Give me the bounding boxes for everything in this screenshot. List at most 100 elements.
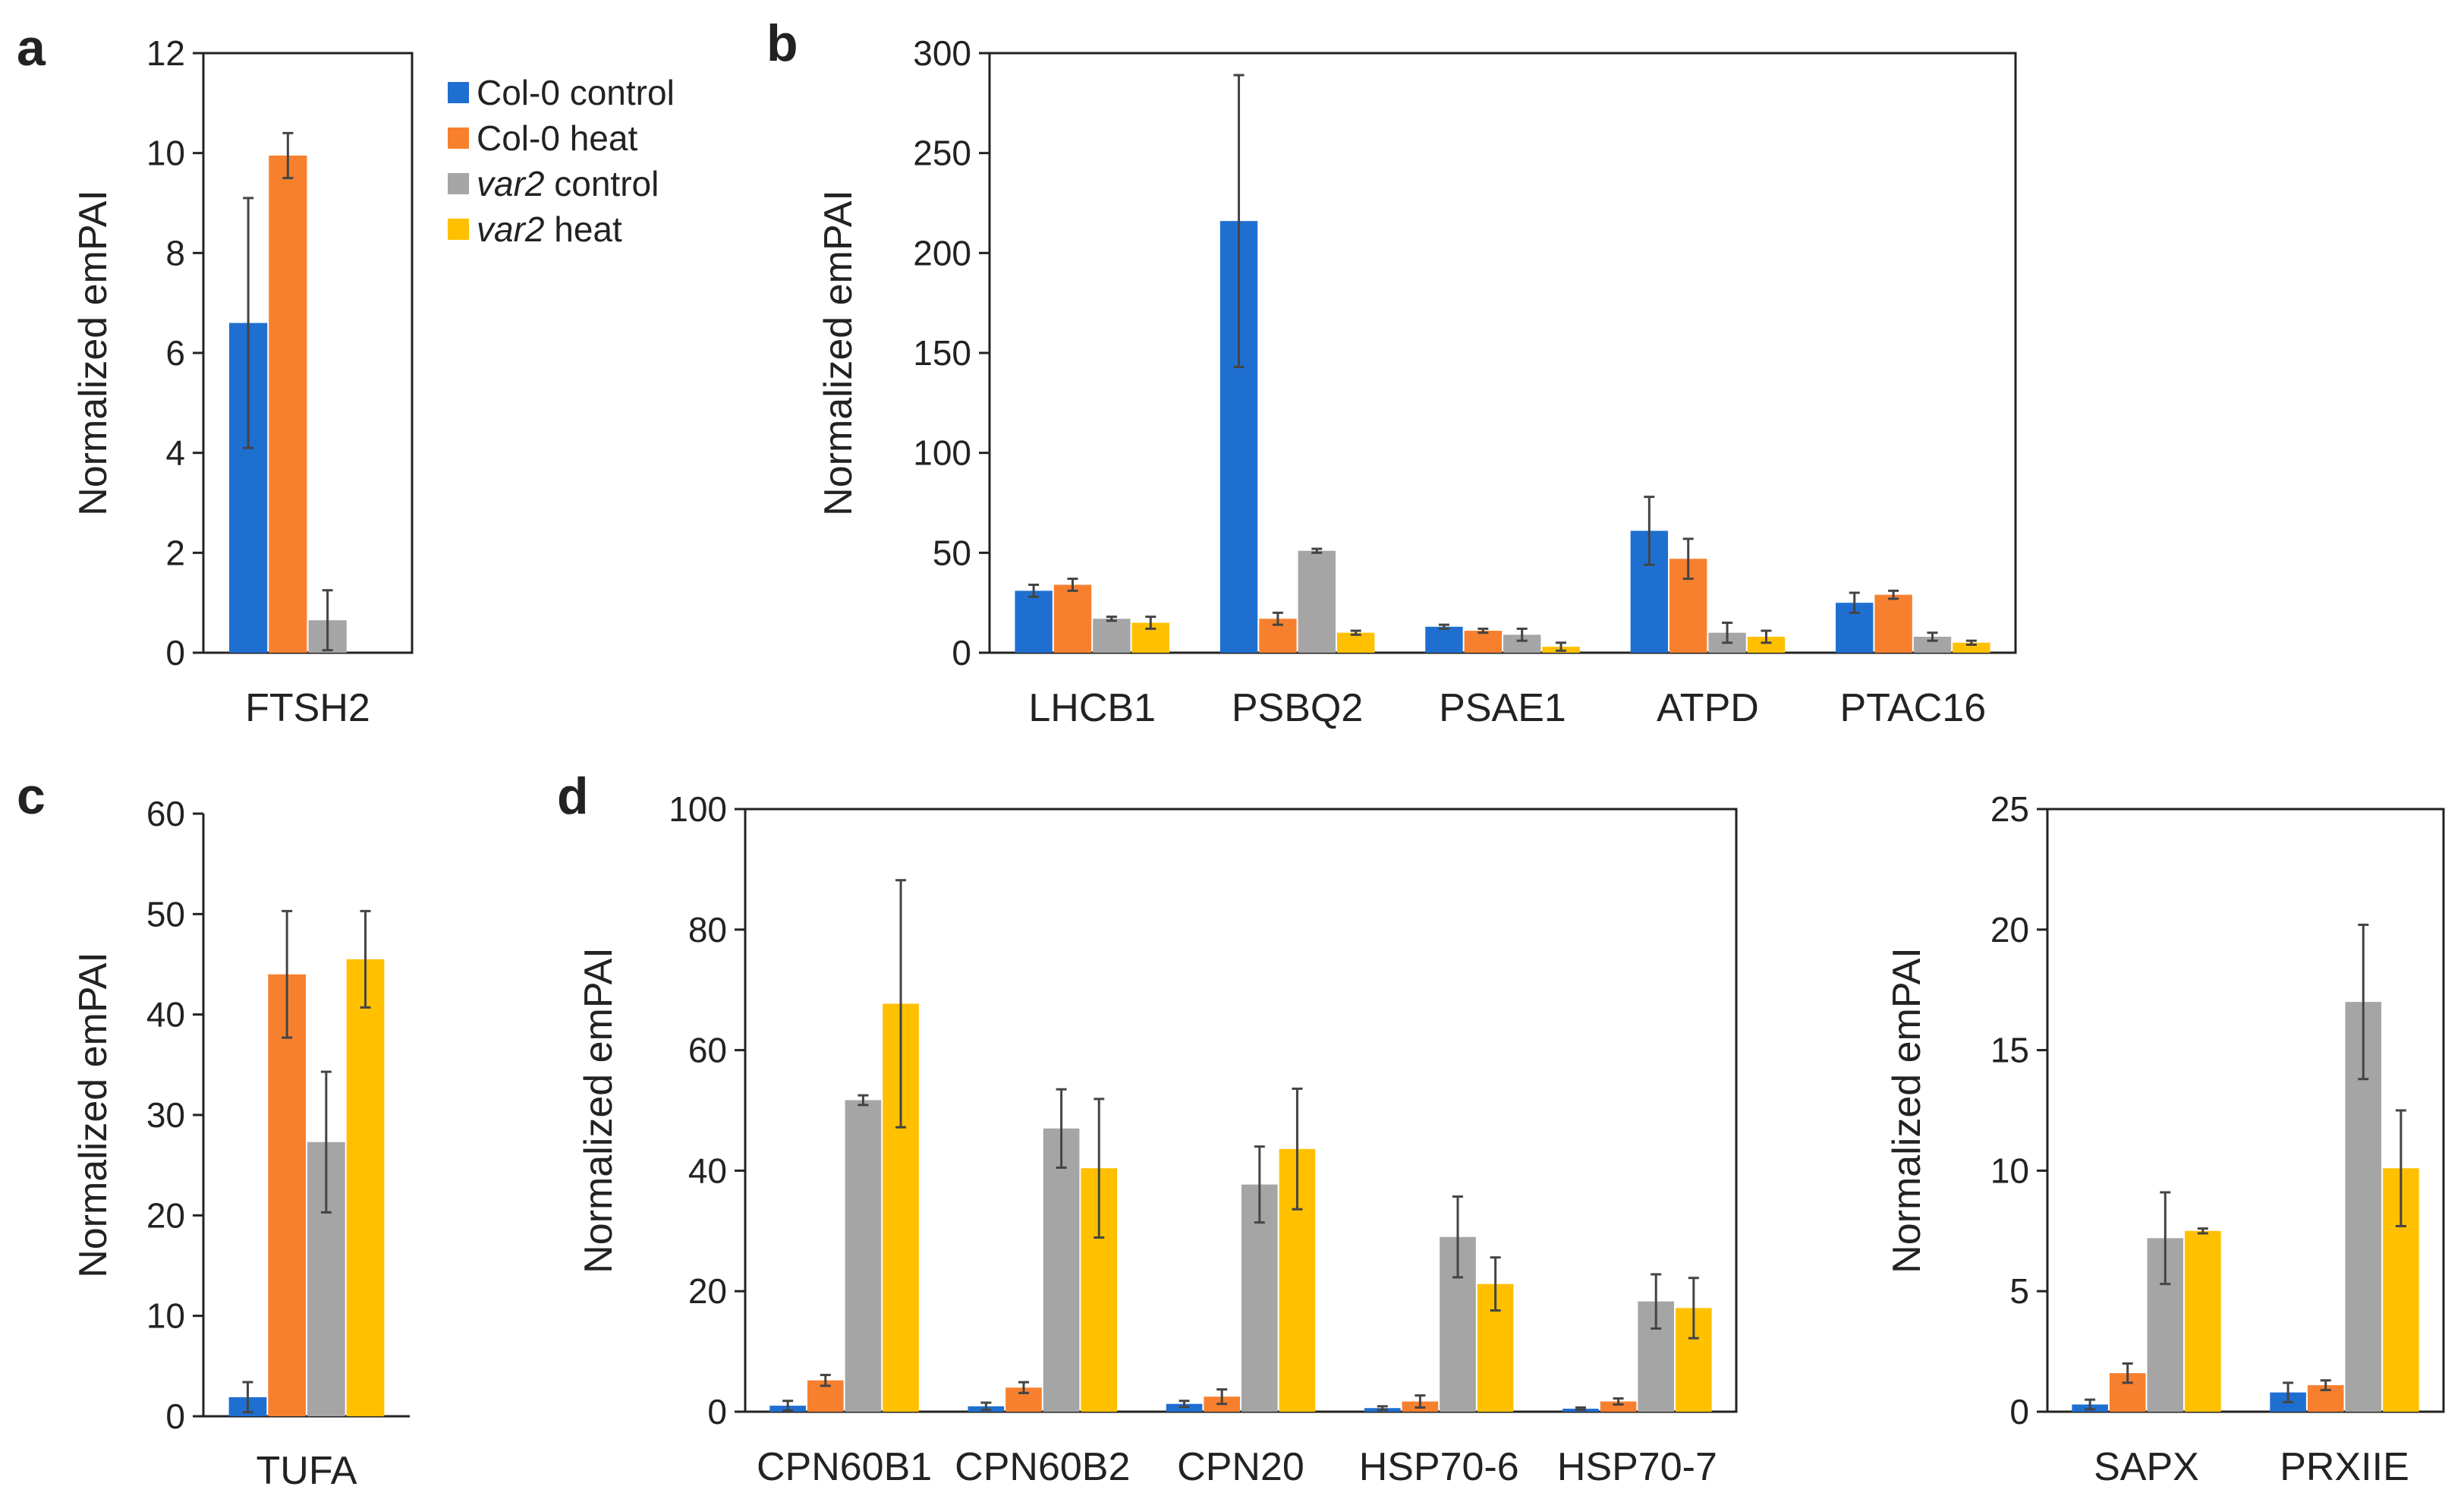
panel-a-errorbar-ftsh2-var2-control <box>322 589 333 652</box>
panel-a-errorbar-ftsh2-col-0-control <box>243 197 254 449</box>
panel-a-ytick-label: 12 <box>146 33 185 73</box>
panel-c-ytick-label: 30 <box>146 1095 185 1135</box>
panel-b-category-label: PSAE1 <box>1439 686 1566 730</box>
legend-label-var2-control: var2 control <box>477 164 659 203</box>
panel-b-errorbar-psbq2-col-0-heat <box>1272 611 1283 626</box>
panel-b-ytick-label: 300 <box>913 33 971 73</box>
panel-d2-category-label: PRXIIE <box>2280 1445 2409 1489</box>
panel-d1-ytick-label: 80 <box>688 910 727 949</box>
panel-c-bar-tufa-var2-heat <box>346 959 385 1416</box>
panel-b-bar-psae1-var2-control <box>1503 635 1541 653</box>
panel-d2-ylabel: Normalized emPAI <box>1885 947 1929 1274</box>
panel-a-ytick-label: 6 <box>165 333 185 373</box>
panel-b-ytick-label: 250 <box>913 134 971 173</box>
panel-b-category-label: ATPD <box>1657 686 1759 730</box>
panel-c-ytick-label: 10 <box>146 1296 185 1336</box>
panel-b-bar-atpd-var2-heat <box>1747 636 1786 653</box>
panel-d2-ytick-label: 10 <box>1990 1151 2029 1190</box>
panel-c-bar-tufa-col-0-heat <box>268 974 306 1416</box>
panel-c-ytick-label: 40 <box>146 995 185 1034</box>
panel-b-errorbar-ptac16-col-0-control <box>1849 591 1860 614</box>
panel-d1-ytick-label: 20 <box>688 1271 727 1311</box>
panel-c-errorbar-tufa-col-0-control <box>242 1381 253 1414</box>
legend-swatch-col0-control <box>448 82 469 103</box>
panel-label-c: c <box>17 767 46 825</box>
panel-d2-ytick-label: 15 <box>1990 1031 2029 1070</box>
panel-b-bar-lhcb1-col-0-heat <box>1053 584 1092 653</box>
panel-d2-category-label: SAPX <box>2094 1445 2199 1489</box>
panel-d1-ylabel: Normalized emPAI <box>577 947 621 1274</box>
legend: Col-0 control Col-0 heat var2 control va… <box>448 73 675 249</box>
panel-b-bar-lhcb1-col-0-control <box>1015 590 1053 653</box>
panel-c-category-label: TUFA <box>256 1449 357 1493</box>
panel-b-errorbar-psbq2-var2-heat <box>1350 629 1361 636</box>
panel-label-b: b <box>766 14 798 72</box>
panel-b-bar-psbq2-var2-control <box>1298 550 1336 653</box>
panel-c-ytick-label: 0 <box>165 1397 185 1436</box>
legend-label-col0-heat: Col-0 heat <box>477 118 637 158</box>
panel-d2-errorbar-prxiie-col-0-heat <box>2320 1379 2331 1391</box>
panel-d1-errorbar-hsp70-7-col-0-heat <box>1613 1397 1624 1406</box>
panel-a-category-label: FTSH2 <box>245 686 370 730</box>
panel-c-errorbar-tufa-col-0-heat <box>282 909 293 1039</box>
legend-swatch-var2-heat <box>448 219 469 240</box>
panel-d1-ytick-label: 60 <box>688 1031 727 1070</box>
panel-a-ytick-label: 4 <box>165 433 185 473</box>
panel-d2-ytick-label: 25 <box>1990 789 2029 829</box>
panel-b-bar-psae1-col-0-heat <box>1464 631 1502 653</box>
panel-b-category-label: PSBQ2 <box>1232 686 1363 730</box>
panel-d2-errorbar-sapx-var2-control <box>2160 1191 2171 1286</box>
panel-b-ylabel: Normalized emPAI <box>817 190 861 516</box>
panel-d1-errorbar-cpn60b2-col-0-control <box>980 1401 992 1412</box>
panel-d1-errorbar-cpn20-col-0-heat <box>1216 1388 1228 1406</box>
panel-d2-ytick-label: 20 <box>1990 910 2029 949</box>
panel-b-errorbar-psbq2-col-0-control <box>1233 74 1245 368</box>
panel-d1-category-label: CPN20 <box>1177 1445 1304 1489</box>
panel-b-errorbar-lhcb1-var2-control <box>1106 616 1117 622</box>
legend-label-var2-heat: var2 heat <box>477 209 622 249</box>
panel-d1-errorbar-hsp70-6-col-0-heat <box>1415 1394 1426 1409</box>
panel-d2-bar-sapx-var2-heat <box>2185 1230 2221 1412</box>
panel-b-ytick-label: 0 <box>952 633 971 672</box>
panel-d-chaperone-chart: 0 20 40 60 80 100 Normalized emPAI CPN60B1 CPN60… <box>577 789 1738 1489</box>
panel-b-errorbar-psae1-col-0-control <box>1438 623 1449 630</box>
panel-b-bar-ptac16-col-0-heat <box>1874 594 1912 653</box>
panel-d1-ytick-label: 40 <box>688 1151 727 1190</box>
panel-a-errorbar-ftsh2-col-0-heat <box>282 131 294 180</box>
panel-d2-errorbar-sapx-col-0-heat <box>2122 1362 2133 1384</box>
panel-d1-errorbar-cpn60b2-var2-control <box>1056 1088 1067 1169</box>
panel-b-errorbar-psbq2-var2-control <box>1311 547 1323 554</box>
panel-d2-errorbar-sapx-col-0-control <box>2085 1398 2096 1411</box>
panel-b-bar-psae1-col-0-control <box>1425 626 1463 653</box>
panel-b-bar-lhcb1-var2-control <box>1093 619 1131 653</box>
panel-d1-errorbar-hsp70-6-col-0-control <box>1377 1405 1388 1412</box>
panel-d1-errorbar-cpn20-col-0-control <box>1179 1400 1190 1409</box>
panel-d1-category-label: HSP70-6 <box>1359 1445 1519 1489</box>
panel-b-ytick-label: 50 <box>933 533 971 572</box>
panel-d1-errorbar-hsp70-7-var2-control <box>1651 1273 1662 1330</box>
panel-c-ytick-label: 20 <box>146 1195 185 1235</box>
panel-d1-errorbar-hsp70-7-col-0-control <box>1575 1406 1586 1412</box>
panel-d1-ytick-label: 100 <box>669 789 727 829</box>
panel-d2-ytick-label: 0 <box>2009 1392 2029 1431</box>
panel-b-ytick-label: 150 <box>913 333 971 373</box>
panel-a-ytick-label: 8 <box>165 233 185 272</box>
panel-d1-bar-hsp70-7-col-0-heat <box>1600 1401 1637 1412</box>
panel-b-errorbar-lhcb1-col-0-control <box>1028 583 1040 598</box>
panel-b-errorbar-psae1-var2-heat <box>1556 641 1567 652</box>
panel-d2-ytick-label: 5 <box>2009 1271 2029 1311</box>
panel-b-ytick-label: 100 <box>913 433 971 473</box>
panel-label-d: d <box>557 767 589 825</box>
panel-d1-category-label: CPN60B1 <box>757 1445 932 1489</box>
panel-d1-errorbar-cpn60b2-col-0-heat <box>1018 1381 1029 1394</box>
panel-b-errorbar-atpd-col-0-control <box>1644 496 1655 566</box>
panel-label-a: a <box>17 19 46 77</box>
panel-d1-errorbar-cpn60b1-var2-heat <box>895 879 907 1129</box>
panel-d1-errorbar-cpn20-var2-heat <box>1292 1087 1303 1211</box>
panel-a-ylabel: Normalized emPAI <box>71 190 115 516</box>
panel-b-ytick-label: 200 <box>913 233 971 272</box>
panel-c-ylabel: Normalized emPAI <box>71 952 115 1278</box>
legend-swatch-var2-control <box>448 173 469 194</box>
panel-d1-category-label: HSP70-7 <box>1557 1445 1717 1489</box>
